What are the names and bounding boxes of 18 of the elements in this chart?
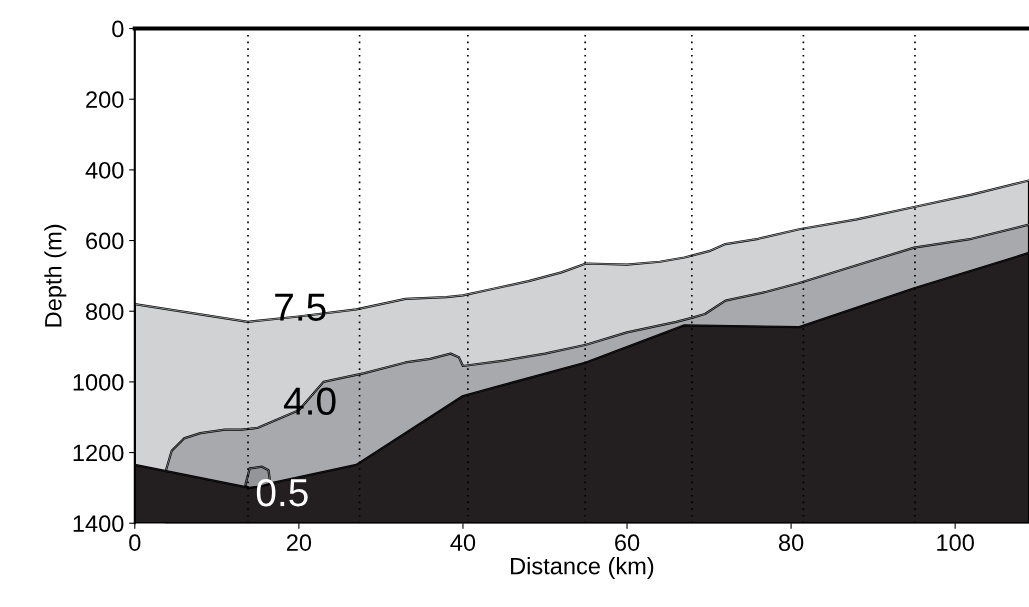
annotation: 7.5: [275, 293, 326, 321]
y-axis-title: Depth (m): [44, 224, 67, 327]
y-tick-label: 800: [86, 303, 124, 321]
y-tick-label: 600: [86, 232, 124, 250]
y-tick-label: 400: [85, 161, 124, 179]
x-axis-title: Distance (km): [511, 557, 654, 580]
annotation: 0.5: [256, 478, 308, 507]
x-tick-label: 20: [286, 534, 312, 551]
y-tick-label: 1400: [73, 515, 124, 533]
x-tick-label: 100: [937, 534, 974, 551]
y-tick-label: 1000: [73, 373, 124, 391]
x-tick-label: 40: [450, 534, 476, 551]
y-tick-label: 1200: [73, 444, 124, 462]
y-tick-label: 0: [112, 20, 124, 38]
x-tick-label: 0: [129, 534, 141, 551]
x-tick-label: 60: [615, 534, 640, 551]
x-tick-label: 80: [778, 534, 804, 551]
y-tick-label: 200: [86, 91, 124, 108]
